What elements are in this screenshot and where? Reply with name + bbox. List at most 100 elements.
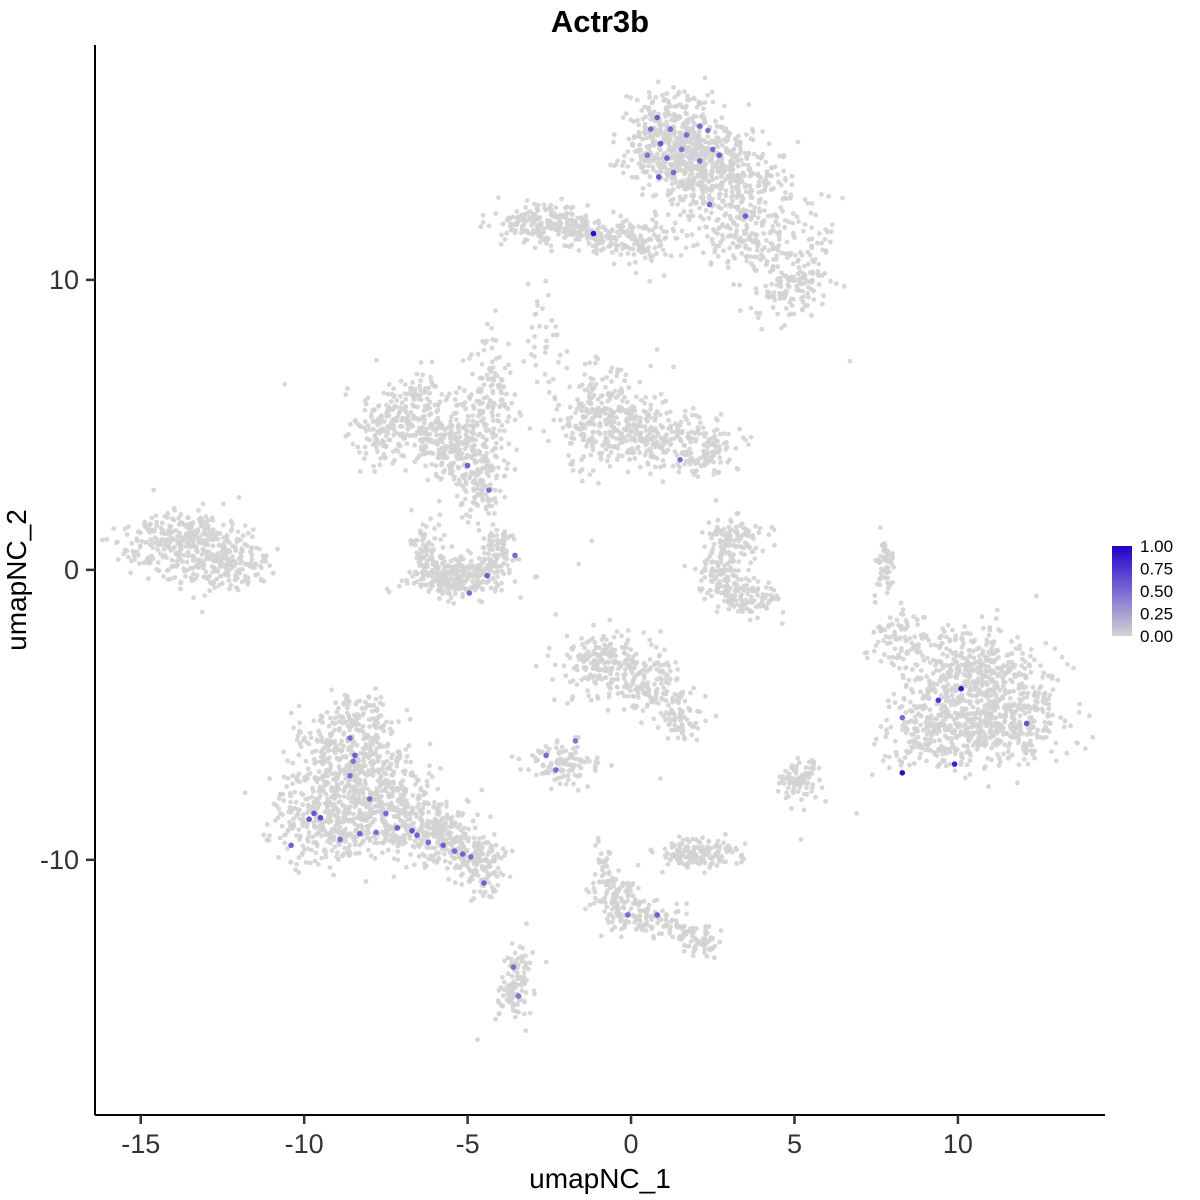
cell-cluster	[599, 212, 690, 258]
expressing-cell	[656, 174, 662, 180]
cell-cluster	[318, 686, 413, 744]
cell-cluster	[343, 357, 489, 475]
cell-cluster	[682, 510, 777, 578]
expressing-cell	[654, 114, 660, 121]
legend-tick-label: 0.00	[1140, 627, 1173, 646]
cell-cluster	[178, 525, 276, 615]
cell-cluster	[940, 663, 1096, 789]
expressing-cell	[414, 832, 420, 838]
expressing-cell	[664, 155, 670, 161]
expressing-cell	[670, 169, 677, 176]
cell-cluster	[649, 917, 697, 941]
cell-cluster	[703, 154, 845, 288]
cell-cluster	[548, 209, 664, 261]
expressing-cells	[288, 114, 1030, 999]
expressing-cell	[899, 714, 906, 721]
cell-cluster	[635, 125, 824, 247]
expressing-cell	[337, 836, 343, 843]
expressing-cell	[288, 842, 294, 849]
axes	[94, 45, 1105, 1116]
expressing-cell	[459, 851, 466, 857]
expressing-cell	[742, 213, 749, 219]
cell-cluster	[100, 487, 280, 592]
expressing-cell	[644, 152, 651, 158]
x-tick-label: 5	[787, 1129, 802, 1159]
cell-cluster	[655, 693, 719, 743]
cell-cluster	[775, 755, 828, 813]
axis-ticks: -15 -10 -5 0 5 10 -10 0 10	[40, 265, 973, 1159]
expressing-cell	[654, 912, 660, 918]
expressing-cell	[935, 697, 942, 704]
expressing-cell	[590, 230, 597, 237]
expressing-cell	[696, 158, 703, 164]
x-tick-label: -10	[285, 1129, 324, 1159]
expressing-cell	[366, 796, 373, 802]
expressing-cell	[464, 462, 471, 469]
cell-cluster	[454, 442, 508, 550]
expressing-cell	[951, 761, 958, 767]
cell-cluster	[658, 412, 754, 479]
cell-cluster	[699, 568, 786, 626]
cell-cluster	[869, 654, 1004, 781]
cell-cluster	[384, 548, 540, 606]
expressing-cell	[373, 829, 379, 836]
x-tick-label: 10	[943, 1129, 973, 1159]
y-axis-label: umapNC_2	[1, 509, 32, 651]
expressing-cell	[572, 738, 579, 744]
expressing-cell	[958, 685, 964, 692]
expressing-cell	[347, 772, 353, 779]
expressing-cell	[553, 767, 559, 773]
cell-cluster	[583, 868, 660, 939]
expressing-cell	[710, 146, 716, 153]
cell-cluster	[343, 407, 403, 474]
expressing-cell	[347, 735, 353, 741]
cell-cluster	[525, 278, 570, 377]
legend-tick-label: 1.00	[1140, 537, 1173, 556]
expressing-cell	[357, 830, 363, 837]
expressing-cell	[352, 752, 358, 759]
expressing-cell	[678, 146, 685, 153]
cell-cluster	[415, 829, 515, 885]
expressing-cell	[486, 487, 492, 493]
cell-cluster	[493, 973, 533, 1033]
expressing-cell	[657, 140, 664, 147]
y-tick-label: -10	[40, 845, 79, 875]
expressing-cell	[311, 810, 317, 817]
cell-cluster	[591, 835, 613, 910]
expressing-cell	[306, 816, 312, 822]
cell-cluster	[554, 391, 720, 486]
scattered-cells	[282, 323, 1039, 1042]
expressing-cell	[394, 825, 401, 831]
cell-cluster	[754, 240, 847, 331]
legend-tick-label: 0.25	[1140, 605, 1173, 624]
expressing-cell	[317, 815, 324, 821]
expressing-cell	[383, 810, 389, 817]
y-tick-label: 10	[49, 265, 79, 295]
cell-cluster	[716, 225, 796, 314]
expressing-cell	[468, 854, 474, 860]
expressing-cell	[481, 880, 487, 886]
expressing-cell	[425, 839, 432, 846]
expressing-cell	[696, 123, 703, 129]
x-tick-label: 0	[624, 1129, 639, 1159]
x-axis-label: umapNC_1	[529, 1163, 671, 1194]
expressing-cell	[1023, 720, 1030, 727]
expressing-cell	[350, 758, 357, 764]
y-tick-label: 0	[64, 555, 79, 585]
expressing-cell	[716, 152, 723, 158]
expressing-cell	[451, 848, 458, 854]
legend-tick-label: 0.75	[1140, 560, 1173, 579]
cell-cluster	[873, 525, 896, 596]
expressing-cell	[677, 456, 683, 463]
expressing-cell	[647, 126, 654, 132]
scatter-points-layer	[100, 75, 1096, 1042]
cell-cluster	[509, 735, 614, 793]
x-tick-label: -5	[456, 1129, 480, 1159]
legend-tick-label: 0.50	[1140, 582, 1173, 601]
expressing-cell	[899, 770, 906, 776]
cell-cluster	[787, 212, 833, 307]
expressing-cell	[466, 590, 473, 596]
expressing-cell	[512, 552, 518, 559]
